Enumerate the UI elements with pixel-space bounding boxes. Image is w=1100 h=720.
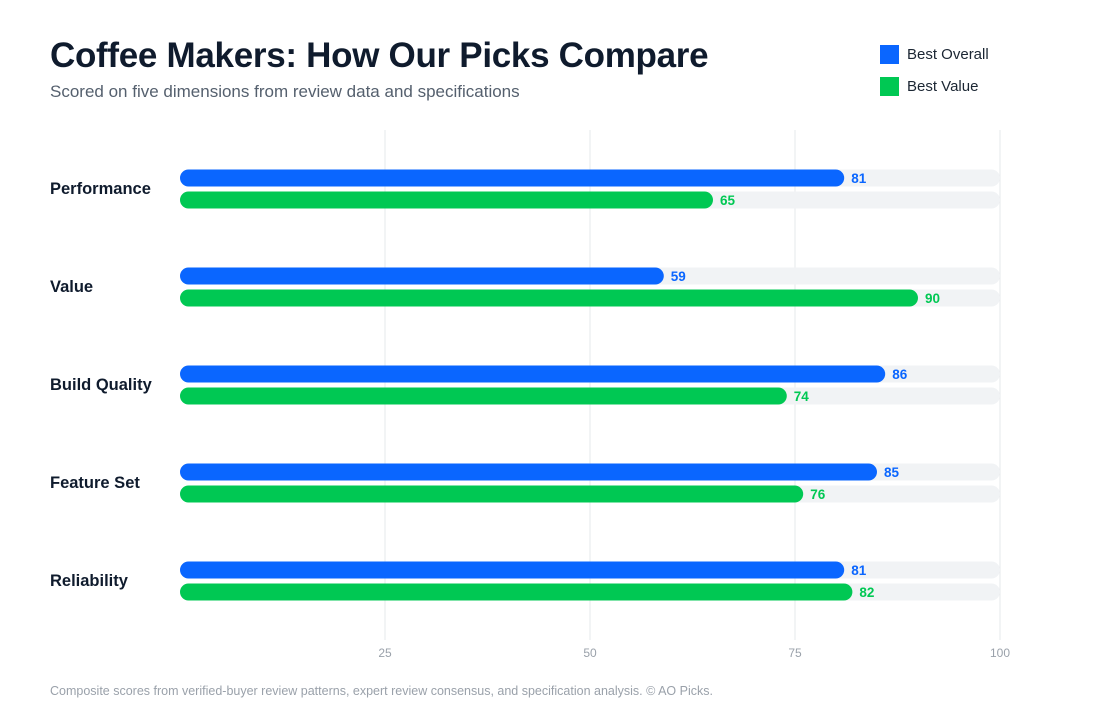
- chart-legend: Best Overall Best Value: [880, 44, 989, 108]
- value-label-reliability-best-value: 82: [859, 585, 874, 600]
- bar-performance-best-overall: [180, 169, 845, 187]
- value-label-value-best-value: 90: [925, 291, 940, 306]
- legend-item-best-overall: Best Overall: [880, 44, 989, 64]
- bar-performance-best-value: [180, 191, 713, 209]
- footnote: Composite scores from verified-buyer rev…: [50, 684, 713, 698]
- page-title: Coffee Makers: How Our Picks Compare: [50, 36, 709, 75]
- value-label-build-quality-best-value: 74: [794, 389, 810, 404]
- bar-reliability-best-overall: [180, 561, 845, 579]
- legend-item-best-value: Best Value: [880, 76, 989, 96]
- legend-swatch-best-overall: [880, 44, 899, 64]
- value-label-build-quality-best-overall: 86: [892, 367, 908, 382]
- category-label-feature-set: Feature Set: [50, 474, 140, 492]
- legend-swatch-best-value: [880, 76, 899, 96]
- bar-value-best-value: [180, 289, 918, 307]
- category-label-reliability: Reliability: [50, 572, 129, 590]
- legend-label-best-value: Best Value: [907, 77, 979, 95]
- page-subtitle: Scored on five dimensions from review da…: [50, 82, 520, 101]
- bar-build-quality-best-overall: [180, 365, 886, 383]
- x-tick-label-75: 75: [788, 646, 802, 660]
- value-label-performance-best-overall: 81: [851, 171, 867, 186]
- value-label-performance-best-value: 65: [720, 193, 736, 208]
- bar-build-quality-best-value: [180, 387, 787, 405]
- value-label-value-best-overall: 59: [671, 269, 686, 284]
- category-label-build-quality: Build Quality: [50, 376, 153, 394]
- x-tick-label-25: 25: [378, 646, 392, 660]
- legend-label-best-overall: Best Overall: [907, 45, 989, 63]
- bar-value-best-overall: [180, 267, 664, 285]
- x-tick-label-50: 50: [583, 646, 597, 660]
- value-label-feature-set-best-value: 76: [810, 487, 826, 502]
- category-label-performance: Performance: [50, 180, 151, 198]
- category-label-value: Value: [50, 278, 93, 296]
- bar-feature-set-best-overall: [180, 463, 877, 481]
- bar-reliability-best-value: [180, 583, 853, 601]
- value-label-feature-set-best-overall: 85: [884, 465, 900, 480]
- value-label-reliability-best-overall: 81: [851, 563, 867, 578]
- x-tick-label-100: 100: [990, 646, 1010, 660]
- bar-feature-set-best-value: [180, 485, 804, 503]
